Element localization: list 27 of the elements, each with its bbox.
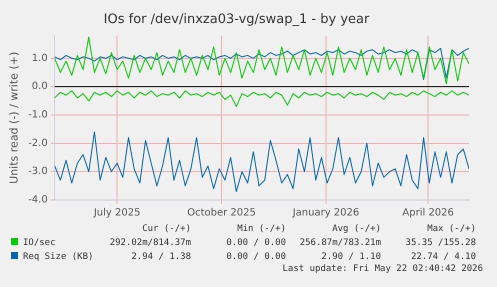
chart-title: IOs for /dev/inxza03-vg/swap_1 - by year [104,12,370,28]
text: 2.94 / 1.38 [130,251,192,264]
text: Last update: Fri May 22 02:40:42 2026 [282,264,484,274]
text: 2.90 / 1.10 [320,251,382,264]
y-tick-label: 0.0 [32,81,48,92]
y-tick-label: -3.0 [28,166,48,178]
text: 0.00 / 0.00 [225,251,287,264]
text: 0.00 / 0.00 [225,237,287,250]
text: 22.74 / 4.10 [410,251,477,264]
legend-label: Req Size (KB) [22,251,94,264]
y-tick-label: -4.0 [28,194,48,206]
y-tick-label: -2.0 [28,138,48,149]
text: Avg (-/+) [331,223,382,236]
legend-label: IO/sec [22,237,57,250]
y-tick-label: 1.0 [32,52,48,64]
text: 292.02m/814.37m [108,237,192,250]
x-tick-label: July 2025 [92,208,140,219]
y-tick-label: -1.0 [28,110,48,121]
text: Max (-/+) [426,223,477,236]
text: 35.35 /155.28 [404,237,477,250]
y-axis-title: Units read (-) / write (+) [7,52,20,184]
x-tick-label: April 2026 [402,208,454,219]
text: Min (-/+) [236,223,287,236]
text: Cur (-/+) [141,223,192,236]
x-tick-label: October 2025 [187,208,256,219]
x-tick-label: January 2026 [292,208,360,219]
text: 256.87m/783.21m [298,237,382,250]
